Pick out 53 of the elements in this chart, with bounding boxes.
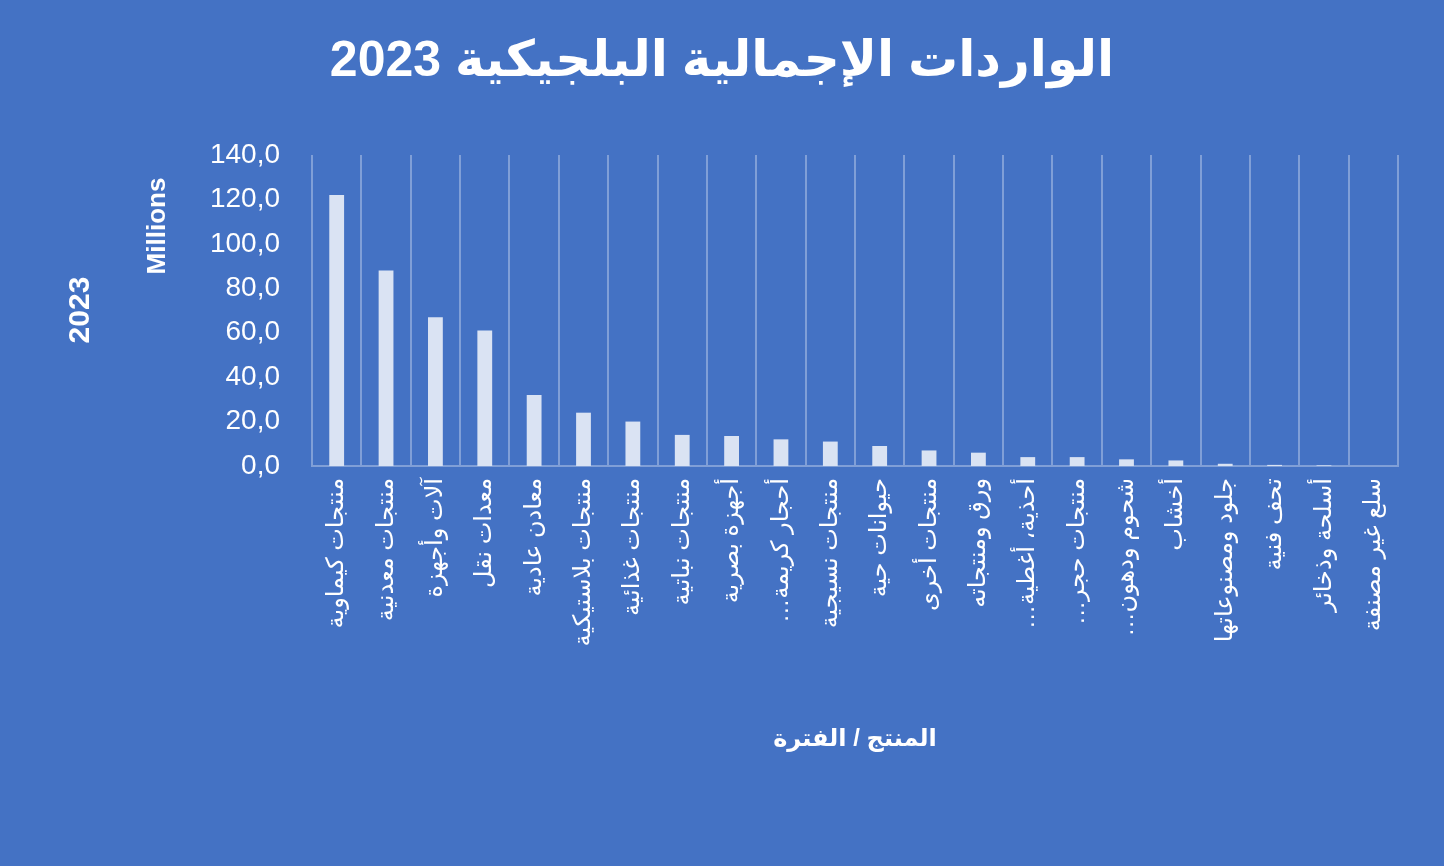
x-tick-label: معادن عادية	[518, 478, 546, 597]
bar	[872, 446, 888, 466]
bar	[378, 270, 394, 466]
bar	[822, 441, 838, 466]
x-tick-label: منتجات غذائية	[617, 478, 645, 617]
y-tick-label: 60,0	[225, 315, 280, 347]
x-tick-label: أخشاب	[1158, 478, 1188, 551]
y-tick-label: 80,0	[225, 271, 280, 302]
x-axis-title: المنتج / الفترة	[773, 724, 937, 752]
bar	[477, 330, 493, 466]
bar	[1119, 459, 1134, 466]
bar	[674, 434, 690, 466]
bar	[1069, 457, 1085, 466]
bar	[1168, 460, 1184, 466]
x-tick-label: منتجات نباتية	[666, 478, 694, 606]
x-tick-label: منتجات حجر…	[1061, 478, 1090, 625]
x-tick-label: أسلحة وذخائر	[1306, 478, 1337, 614]
bar	[526, 394, 542, 466]
chart-title: الواردات الإجمالية البلجيكية 2023	[328, 31, 1116, 87]
text: Millions	[140, 177, 171, 275]
x-tick-label: تحف فنية	[1259, 478, 1287, 571]
bar	[1217, 463, 1233, 466]
x-tick-label: أجهزة بصرية	[714, 478, 745, 604]
bar	[971, 452, 986, 466]
x-tick-label: ورق ومنتجاته	[963, 478, 992, 608]
bar	[428, 317, 443, 466]
y-tick-label: 100,0	[209, 226, 280, 258]
x-tick-label: منتجات نسيجية	[814, 478, 842, 629]
y-tick-label: 40,0	[225, 359, 280, 391]
x-tick-label: معدات نقل	[469, 478, 497, 588]
bar	[773, 439, 789, 466]
bar	[921, 450, 937, 466]
bar	[724, 436, 739, 466]
x-tick-label: شحوم ودهون…	[1111, 478, 1140, 637]
bar	[329, 194, 345, 466]
x-tick-label: منتجات كيماوية	[321, 478, 350, 629]
y-tick-label: 20,0	[225, 404, 280, 436]
bar	[625, 421, 641, 466]
x-tick-label: أحذية، أغطية…	[1010, 478, 1040, 630]
x-tick-label: منتجات بلاستيكية	[568, 478, 596, 647]
x-tick-label: منتجات أخرى	[911, 478, 942, 611]
y-tick-label: 120,0	[209, 182, 280, 214]
y-tick-label: 0,0	[241, 448, 280, 480]
x-tick-label: جلود ومصنوعاتها	[1209, 478, 1238, 643]
bar	[1020, 457, 1036, 466]
x-tick-label: أحجار كريمة…	[763, 478, 794, 623]
y-tick-label: 140,0	[209, 137, 280, 169]
x-tick-label: سلع غير مصنفة	[1357, 478, 1386, 632]
bar	[576, 412, 591, 466]
y-axis-title: 2023	[61, 276, 95, 344]
x-tick-label: حيوانات حية	[864, 478, 893, 598]
x-tick-label: منتجات معدنية	[370, 478, 398, 622]
x-tick-label: آلات وأجهزة	[418, 476, 449, 598]
